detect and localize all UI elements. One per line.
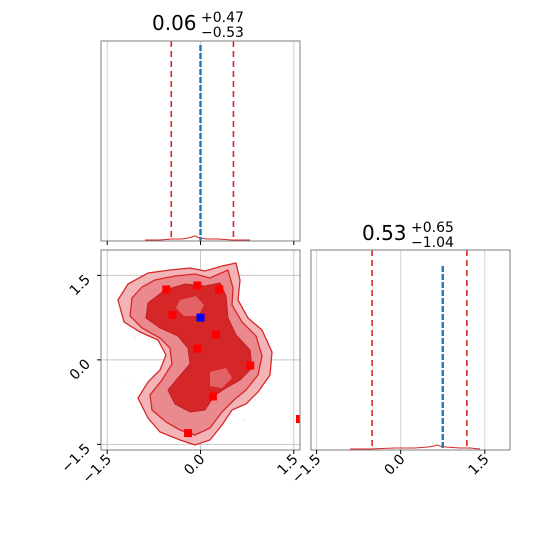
marginal-histogram-y: −1.5 0.0 1.5 0.53 +0.65 −1.04 [289, 220, 511, 487]
x-tick-label: 0.0 [381, 452, 408, 479]
sample-point [208, 392, 217, 401]
title-param-1: 0.06 [152, 11, 197, 35]
y-ticks: −1.50.01.5 [58, 272, 101, 476]
truth-point [196, 313, 205, 322]
sample-point [296, 415, 300, 424]
sample-point [168, 310, 177, 319]
contour-core-1 [176, 296, 204, 316]
sample-point [162, 285, 171, 294]
sample-point [184, 429, 193, 438]
marginal-histogram-x: 0.06 +0.47 −0.53 [100, 10, 301, 245]
grid-lines [316, 250, 486, 450]
x-ticks [106, 241, 295, 245]
title-param-2: 0.53 [362, 221, 407, 245]
sample-point [193, 281, 202, 290]
sample-point [246, 361, 255, 370]
x-tick-label: 1.5 [466, 452, 493, 479]
contour-core-2 [210, 368, 232, 388]
title-upper-error: +0.65 [411, 220, 454, 236]
x-ticks: −1.5 0.0 1.5 [289, 450, 493, 487]
title-upper-error: +0.47 [201, 10, 244, 26]
joint-contour-panel: −1.5 0.0 1.5 −1.50.01.5 [58, 249, 302, 487]
x-ticks: −1.5 0.0 1.5 [80, 450, 302, 487]
y-tick-label: 0.0 [67, 356, 94, 383]
sample-markers [162, 281, 300, 438]
histogram-bars [350, 444, 481, 450]
sample-point [193, 344, 202, 353]
title-value: 0.53 [362, 221, 407, 245]
title-value: 0.06 [152, 11, 197, 35]
y-tick-label: 1.5 [67, 272, 94, 299]
title-lower-error: −1.04 [411, 235, 454, 251]
density-contours [117, 262, 273, 446]
axes-frame [310, 249, 511, 451]
sample-point [215, 285, 224, 294]
sample-point [212, 330, 221, 339]
histogram-bars [145, 235, 250, 241]
truth-marker [196, 313, 205, 322]
x-tick-label: 0.0 [181, 452, 208, 479]
title-lower-error: −0.53 [201, 25, 244, 41]
